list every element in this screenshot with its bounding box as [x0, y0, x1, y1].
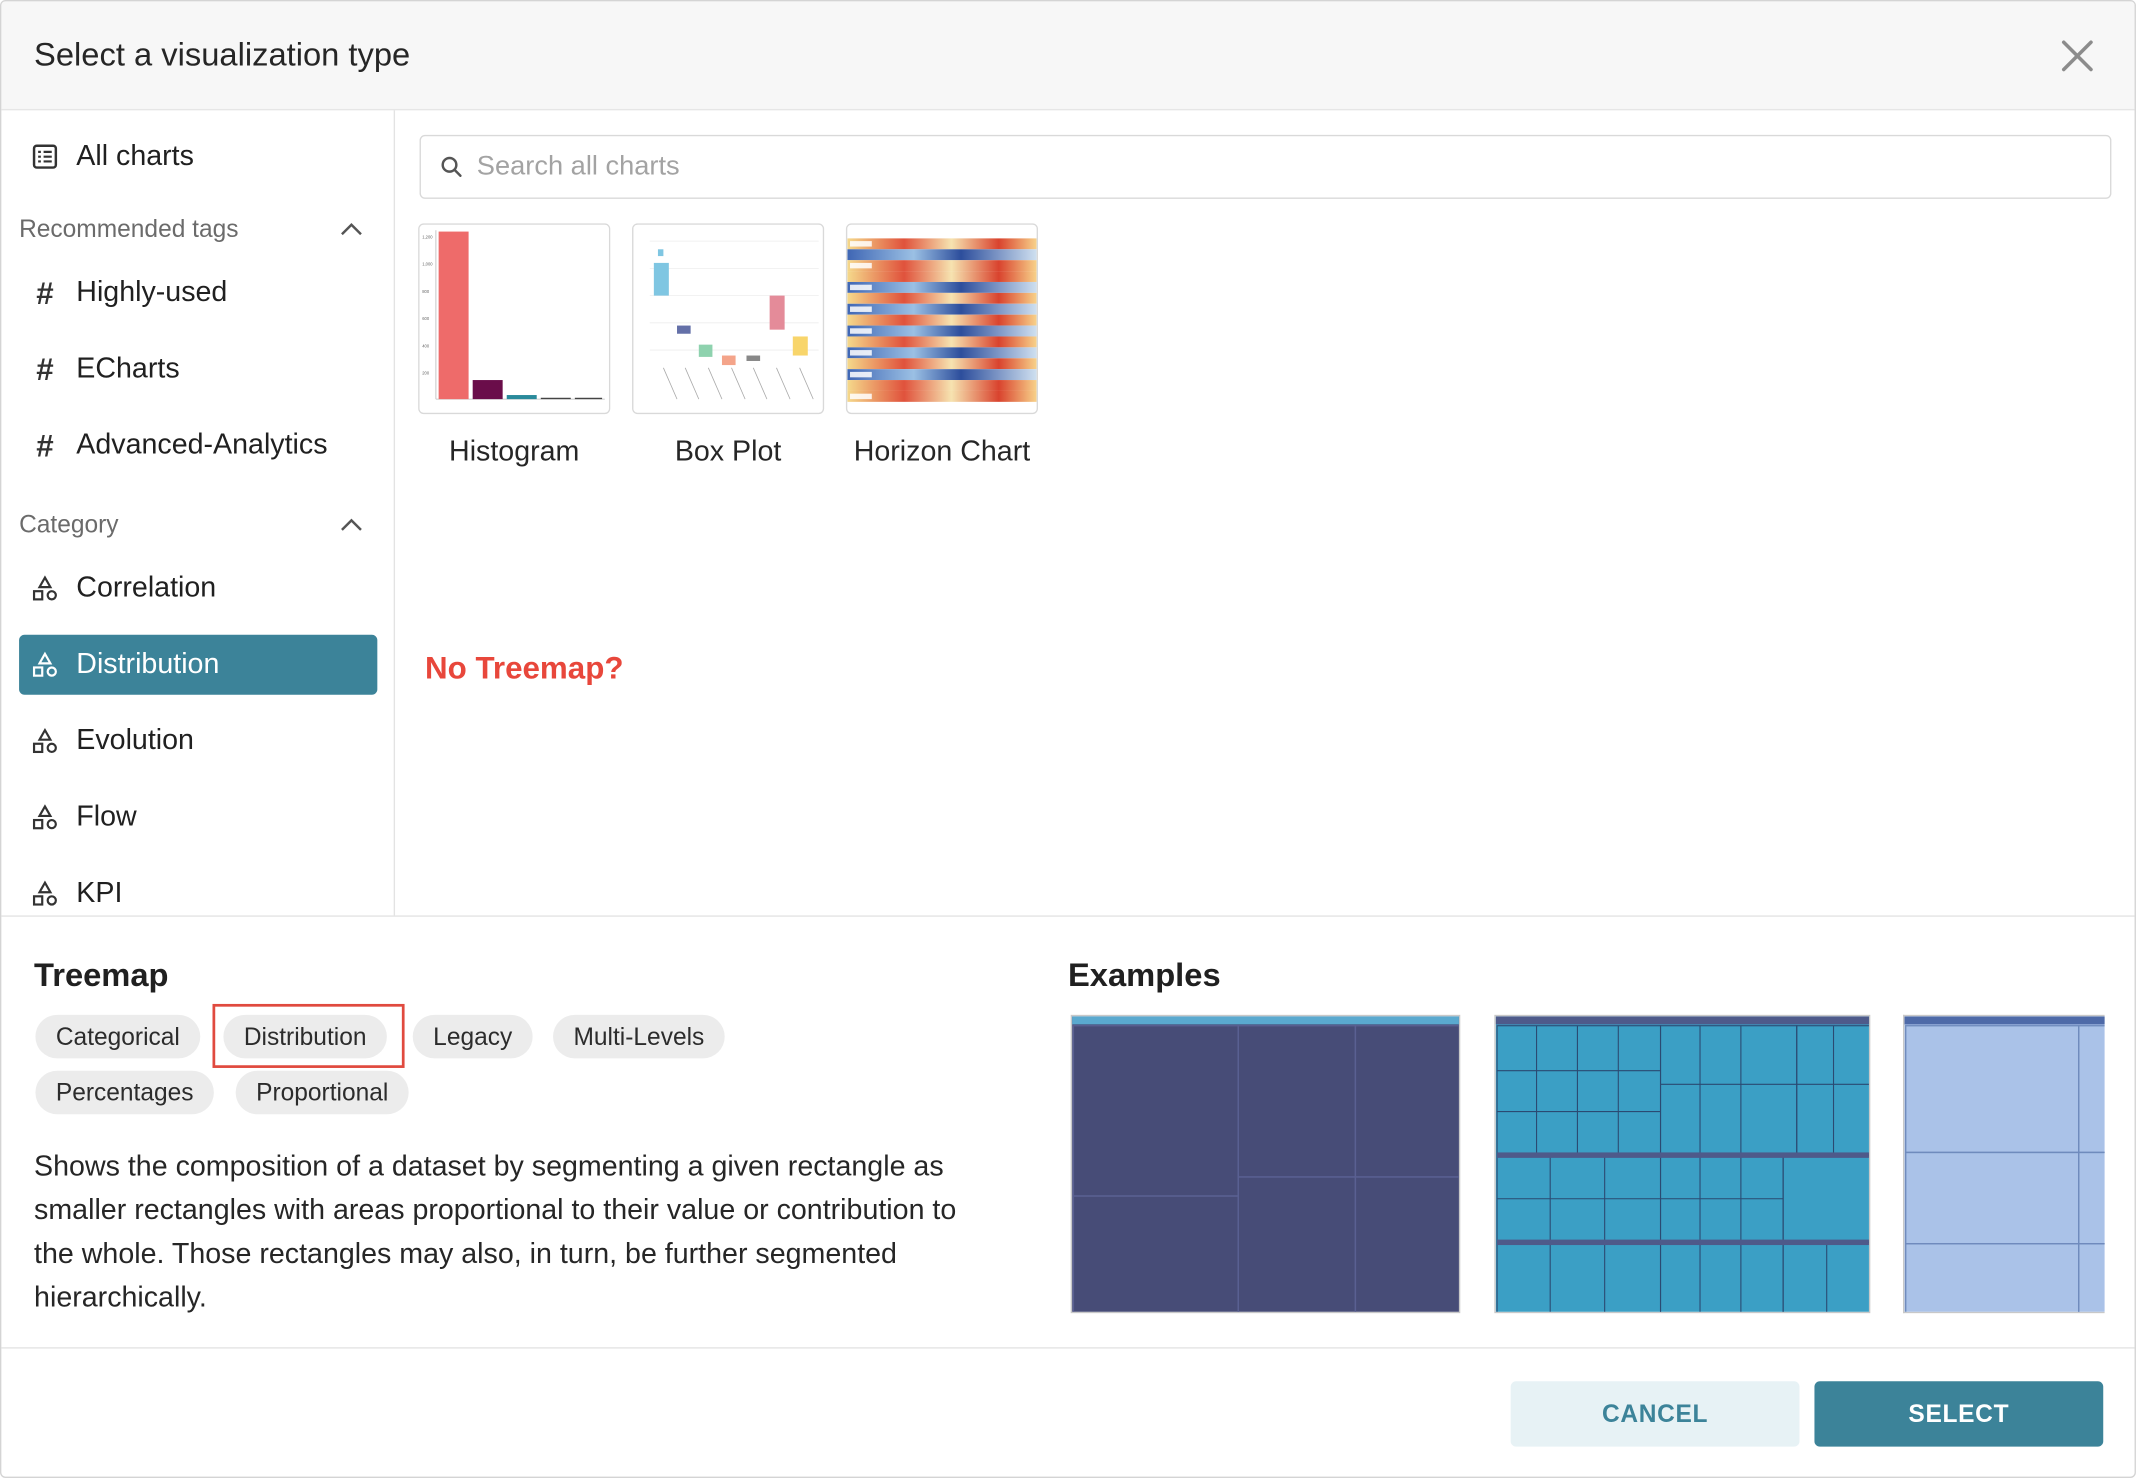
shapes-icon [30, 879, 60, 909]
recommended-tags-header[interactable]: Recommended tags [19, 208, 377, 249]
sidebar-item-label: ECharts [76, 352, 180, 385]
sidebar-item-advanced-analytics[interactable]: # Advanced-Analytics [19, 415, 377, 475]
chart-card-label: Horizon Chart [853, 435, 1031, 468]
shapes-icon [30, 726, 60, 756]
search-input[interactable] [476, 151, 2044, 183]
sidebar-item-label: Distribution [76, 648, 220, 680]
sidebar-item-label: Flow [76, 800, 137, 833]
tag-proportional: Proportional [235, 1070, 409, 1115]
chart-card-label: Histogram [449, 435, 580, 468]
category-header[interactable]: Category [19, 504, 377, 545]
sidebar-item-echarts[interactable]: # ECharts [19, 339, 377, 399]
chart-card-histogram[interactable]: 1,200 1,000 800 600 400 200 Histogram [418, 223, 611, 468]
horizon-chart-thumbnail [845, 223, 1038, 415]
shapes-icon [30, 802, 60, 832]
highlight-box [212, 1003, 405, 1068]
sidebar-item-distribution[interactable]: Distribution [19, 634, 378, 695]
chevron-up-icon [341, 518, 362, 531]
cancel-button[interactable]: CANCEL [1510, 1381, 1800, 1447]
svg-text:200: 200 [422, 371, 430, 376]
svg-text:400: 400 [422, 343, 430, 348]
examples-title: Examples [1067, 957, 1221, 995]
sidebar-item-all-charts[interactable]: All charts [19, 127, 377, 187]
select-button[interactable]: SELECT [1814, 1381, 2104, 1447]
sidebar-item-highly-used[interactable]: # Highly-used [19, 263, 377, 323]
example-thumbnail[interactable] [1902, 1014, 2105, 1314]
sidebar-item-label: Highly-used [76, 276, 228, 308]
chart-details-panel: Treemap Categorical Distribution Legacy … [1, 915, 2135, 1349]
hash-icon: # [36, 427, 54, 463]
all-charts-icon [30, 142, 60, 172]
hash-icon: # [36, 274, 54, 310]
svg-text:1,000: 1,000 [422, 262, 433, 267]
shapes-icon [30, 573, 60, 603]
section-label: Recommended tags [19, 214, 239, 242]
close-icon[interactable] [2058, 37, 2096, 75]
chart-name: Treemap [34, 957, 169, 995]
annotation-no-treemap: No Treemap? [425, 649, 624, 686]
box-plot-thumbnail [632, 223, 825, 415]
search-icon [441, 156, 462, 177]
sidebar-item-flow[interactable]: Flow [19, 787, 377, 847]
modal-title: Select a visualization type [34, 36, 411, 74]
svg-text:600: 600 [422, 316, 430, 321]
chart-gallery: 1,200 1,000 800 600 400 200 Histogram [396, 110, 2134, 915]
chevron-up-icon [341, 223, 362, 236]
tag-legacy: Legacy [412, 1014, 533, 1059]
sidebar-item-label: Evolution [76, 724, 194, 757]
sidebar-item-kpi[interactable]: KPI [19, 864, 377, 916]
tag-categorical: Categorical [35, 1014, 201, 1059]
sidebar-item-label: Correlation [76, 572, 217, 604]
chart-card-horizon-chart[interactable]: Horizon Chart [845, 223, 1038, 468]
modal-header: Select a visualization type [1, 1, 2135, 111]
sidebar-item-label: Advanced-Analytics [76, 429, 328, 461]
tag-distribution: Distribution [223, 1014, 387, 1059]
chart-card-label: Box Plot [674, 435, 782, 468]
svg-text:1,200: 1,200 [422, 234, 433, 239]
chart-card-box-plot[interactable]: Box Plot [632, 223, 825, 468]
sidebar-item-correlation[interactable]: Correlation [19, 559, 377, 619]
example-thumbnail[interactable] [1494, 1014, 1871, 1314]
hash-icon: # [36, 350, 54, 387]
section-label: Category [19, 510, 119, 538]
search-box[interactable] [419, 134, 2112, 199]
tag-percentages: Percentages [35, 1070, 214, 1115]
sidebar: All charts Recommended tags # Highly-use… [1, 110, 396, 916]
sidebar-item-label: All charts [76, 140, 194, 172]
chart-description: Shows the composition of a dataset by se… [34, 1151, 957, 1314]
tag-multi-levels: Multi-Levels [553, 1014, 725, 1059]
histogram-thumbnail: 1,200 1,000 800 600 400 200 [418, 223, 611, 415]
example-thumbnail[interactable] [1070, 1014, 1461, 1314]
sidebar-item-label: KPI [76, 877, 123, 909]
modal-footer: CANCEL SELECT [1, 1350, 2134, 1477]
shapes-icon [30, 650, 60, 680]
sidebar-item-evolution[interactable]: Evolution [19, 711, 377, 771]
svg-text:800: 800 [422, 289, 430, 294]
